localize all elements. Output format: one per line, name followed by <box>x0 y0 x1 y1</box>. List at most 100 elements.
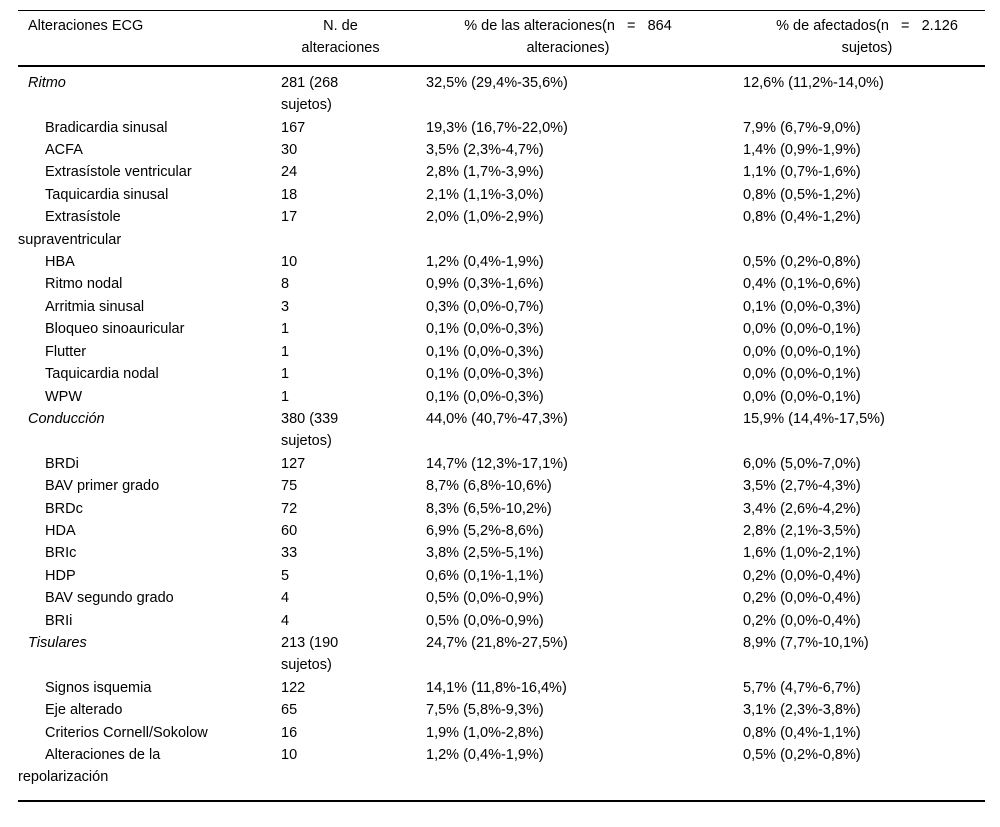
cell-pct-alteraciones: 7,5% (5,8%-9,3%) <box>426 702 544 719</box>
cell-pct-afectados: 12,6% (11,2%-14,0%) <box>743 74 884 91</box>
cell-alteracion-label: Ritmo nodal <box>45 276 123 293</box>
table-row: Criterios Cornell/Sokolow 16 1,9% (1,0%-2,… <box>18 722 985 744</box>
table-row: HDA 60 6,9% (5,2%-8,6%) 2,8% (2,1%-3,5%) <box>18 520 985 542</box>
table-row: Bradicardia sinusal 167 19,3% (16,7%-22,0%… <box>18 117 985 139</box>
cell-pct-alteraciones: 3,8% (2,5%-5,1%) <box>426 545 544 562</box>
cell-n-de-alteraciones: 1 <box>281 388 290 405</box>
cell-pct-afectados: 0,8% (0,4%-1,2%) <box>743 209 861 226</box>
cell-pct-alteraciones: 14,1% (11,8%-16,4%) <box>426 679 567 696</box>
cell-alteracion-label: BRDi <box>45 455 79 472</box>
table-row: Taquicardia nodal 1 0,1% (0,0%-0,3%) 0,0% (… <box>18 363 985 385</box>
cell-pct-afectados: 0,2% (0,0%-0,4%) <box>743 612 861 629</box>
table-row: WPW 1 0,1% (0,0%-0,3%) 0,0% (0,0%-0,1%) <box>18 386 985 408</box>
table-row: BAV segundo grado 4 0,5% (0,0%-0,9%) 0,2% (… <box>18 587 985 609</box>
cell-pct-afectados: 3,5% (2,7%-4,3%) <box>743 478 861 495</box>
table-category-row: Tisulares 213 (190 sujetos) 24,7% (21,8%-2… <box>18 632 985 677</box>
cell-pct-alteraciones: 0,1% (0,0%-0,3%) <box>426 343 544 360</box>
cell-n-de-alteraciones: 72 <box>281 500 298 517</box>
cell-alteracion-label: HDA <box>45 522 76 539</box>
cell-pct-alteraciones: 8,3% (6,5%-10,2%) <box>426 500 552 517</box>
cell-n-de-alteraciones: 5 <box>281 567 290 584</box>
cell-n-de-alteraciones: 4 <box>281 612 290 629</box>
cell-pct-afectados: 3,1% (2,3%-3,8%) <box>743 702 861 719</box>
cell-pct-afectados: 1,4% (0,9%-1,9%) <box>743 142 861 159</box>
cell-pct-alteraciones: 8,7% (6,8%-10,6%) <box>426 478 552 495</box>
table-row: HBA 10 1,2% (0,4%-1,9%) 0,5% (0,2%-0,8%) <box>18 251 985 273</box>
cell-pct-alteraciones: 0,1% (0,0%-0,3%) <box>426 388 544 405</box>
cell-pct-alteraciones: 2,0% (1,0%-2,9%) <box>426 209 544 226</box>
cell-alteracion-label: ACFA <box>45 142 83 159</box>
cell-alteracion-label: Eje alterado <box>45 702 123 719</box>
cell-alteracion-label: Flutter <box>45 343 87 360</box>
cell-pct-alteraciones: 0,6% (0,1%-1,1%) <box>426 567 544 584</box>
cell-pct-afectados: 0,8% (0,4%-1,1%) <box>743 724 861 741</box>
cell-n-de-alteraciones: 8 <box>281 276 290 293</box>
cell-pct-alteraciones: 0,5% (0,0%-0,9%) <box>426 612 544 629</box>
cell-pct-afectados: 2,8% (2,1%-3,5%) <box>743 522 861 539</box>
table-row: Signos isquemia 122 14,1% (11,8%-16,4%) 5,7… <box>18 677 985 699</box>
cell-alteracion-label: HBA <box>45 254 75 271</box>
cell-pct-afectados: 0,0% (0,0%-0,1%) <box>743 343 861 360</box>
cell-pct-alteraciones: 0,5% (0,0%-0,9%) <box>426 590 544 607</box>
cell-pct-alteraciones: 0,3% (0,0%-0,7%) <box>426 298 544 315</box>
cell-alteracion-label: Bloqueo sinoauricular <box>45 321 185 338</box>
cell-pct-alteraciones: 24,7% (21,8%-27,5%) <box>426 634 568 651</box>
cell-n-de-alteraciones: 10 <box>281 254 298 271</box>
cell-n-de-alteraciones: 16 <box>281 724 298 741</box>
cell-n-de-alteraciones: 1 <box>281 366 290 383</box>
table-category-row: Conducción 380 (339 sujetos) 44,0% (40,7%-… <box>18 408 985 453</box>
cell-alteracion-label: BRDc <box>45 500 83 517</box>
cell-n-de-alteraciones: 167 <box>281 119 306 136</box>
table-row: Arritmia sinusal 3 0,3% (0,0%-0,7%) 0,1% (0… <box>18 296 985 318</box>
cell-pct-afectados: 0,8% (0,5%-1,2%) <box>743 186 861 203</box>
cell-n-de-alteraciones: 1 <box>281 343 290 360</box>
cell-n-de-alteraciones: 1 <box>281 321 290 338</box>
cell-n-de-alteraciones: 60 <box>281 522 298 539</box>
cell-pct-afectados: 0,2% (0,0%-0,4%) <box>743 567 861 584</box>
ecg-alterations-table: Alteraciones ECG N. de alteraciones % de… <box>18 10 985 802</box>
cell-pct-afectados: 7,9% (6,7%-9,0%) <box>743 119 861 136</box>
cell-pct-alteraciones: 0,1% (0,0%-0,3%) <box>426 321 544 338</box>
cell-pct-alteraciones: 0,1% (0,0%-0,3%) <box>426 366 544 383</box>
cell-pct-alteraciones: 44,0% (40,7%-47,3%) <box>426 410 568 427</box>
table-row: BRDc 72 8,3% (6,5%-10,2%) 3,4% (2,6%-4,2%) <box>18 498 985 520</box>
column-header-pct-alteraciones: % de las alteraciones(n = 864 alteracion… <box>464 18 672 57</box>
cell-alteracion-label: BRIc <box>45 545 77 562</box>
cell-n-de-alteraciones: 24 <box>281 164 298 181</box>
table-row: ACFA 30 3,5% (2,3%-4,7%) 1,4% (0,9%-1,9%) <box>18 139 985 161</box>
cell-n-de-alteraciones: 213 (190 sujetos) <box>281 634 339 674</box>
table-bottom-rule <box>18 799 985 802</box>
cell-alteracion-label: Taquicardia sinusal <box>45 186 169 203</box>
cell-n-de-alteraciones: 17 <box>281 209 298 226</box>
cell-n-de-alteraciones: 18 <box>281 186 298 203</box>
cell-n-de-alteraciones: 65 <box>281 702 298 719</box>
cell-n-de-alteraciones: 3 <box>281 298 290 315</box>
cell-alteracion-label: Ritmo <box>28 74 66 91</box>
cell-pct-alteraciones: 19,3% (16,7%-22,0%) <box>426 119 568 136</box>
table-header-rule <box>18 64 985 67</box>
cell-pct-afectados: 0,5% (0,2%-0,8%) <box>743 254 861 271</box>
table-row: Extrasístole ventricular 24 2,8% (1,7%-3,9… <box>18 161 985 183</box>
table-row: BRIc 33 3,8% (2,5%-5,1%) 1,6% (1,0%-2,1%) <box>18 542 985 564</box>
cell-alteracion-label: Tisulares <box>28 634 87 651</box>
cell-pct-afectados: 0,0% (0,0%-0,1%) <box>743 321 861 338</box>
cell-alteracion-label: Extrasístole ventricular <box>45 164 192 181</box>
cell-pct-afectados: 0,0% (0,0%-0,1%) <box>743 388 861 405</box>
cell-n-de-alteraciones: 4 <box>281 590 290 607</box>
cell-n-de-alteraciones: 30 <box>281 142 298 159</box>
table-row: Bloqueo sinoauricular 1 0,1% (0,0%-0,3%) 0,… <box>18 318 985 340</box>
cell-pct-afectados: 8,9% (7,7%-10,1%) <box>743 634 869 651</box>
table-body: Ritmo 281 (268 sujetos) 32,5% (29,4%-35,6%… <box>18 67 985 800</box>
table-row: Flutter 1 0,1% (0,0%-0,3%) 0,0% (0,0%-0,1%) <box>18 341 985 363</box>
table-row: BRIi 4 0,5% (0,0%-0,9%) 0,2% (0,0%-0,4%) <box>18 610 985 632</box>
cell-pct-afectados: 15,9% (14,4%-17,5%) <box>743 410 885 427</box>
table-row: HDP 5 0,6% (0,1%-1,1%) 0,2% (0,0%-0,4%) <box>18 565 985 587</box>
cell-n-de-alteraciones: 33 <box>281 545 298 562</box>
cell-pct-alteraciones: 2,8% (1,7%-3,9%) <box>426 164 544 181</box>
table-row: BRDi 127 14,7% (12,3%-17,1%) 6,0% (5,0%-7,0… <box>18 453 985 475</box>
cell-pct-alteraciones: 1,2% (0,4%-1,9%) <box>426 747 544 763</box>
column-header-alteraciones-ecg: Alteraciones ECG <box>28 18 144 34</box>
cell-pct-afectados: 0,0% (0,0%-0,1%) <box>743 366 861 383</box>
cell-pct-alteraciones: 14,7% (12,3%-17,1%) <box>426 455 568 472</box>
column-header-pct-afectados: % de afectados(n = 2.126 sujetos) <box>776 18 958 57</box>
